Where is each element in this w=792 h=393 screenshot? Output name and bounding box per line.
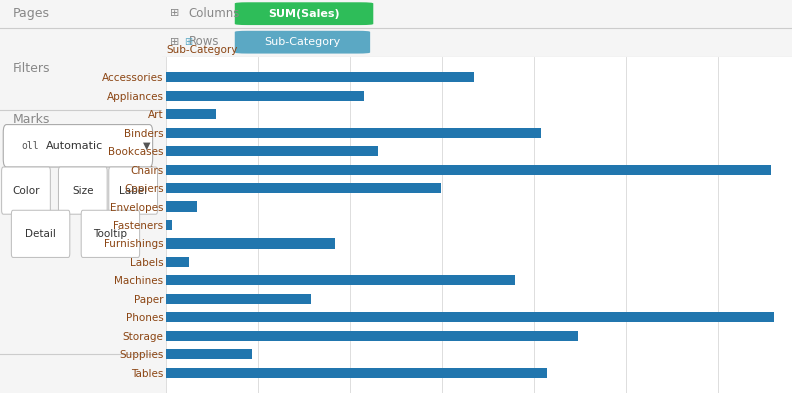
Text: Marks: Marks <box>13 113 51 127</box>
FancyBboxPatch shape <box>81 210 139 257</box>
Bar <box>166 183 441 193</box>
Text: Sub-Category: Sub-Category <box>264 37 341 47</box>
FancyBboxPatch shape <box>109 167 158 214</box>
FancyBboxPatch shape <box>2 167 51 214</box>
Text: Detail: Detail <box>25 229 56 239</box>
Text: Rows: Rows <box>188 35 219 48</box>
Bar <box>166 312 774 322</box>
Text: oll: oll <box>21 141 39 151</box>
Bar <box>166 257 189 267</box>
Text: Label: Label <box>119 185 147 196</box>
Bar <box>166 109 216 119</box>
FancyBboxPatch shape <box>59 167 107 214</box>
Text: ⊞: ⊞ <box>170 8 179 18</box>
FancyBboxPatch shape <box>3 125 153 167</box>
Text: Sub-Category: Sub-Category <box>166 45 238 55</box>
Text: Automatic: Automatic <box>45 141 103 151</box>
Bar <box>166 331 578 341</box>
Text: ▼: ▼ <box>143 141 150 151</box>
Bar <box>166 294 310 304</box>
Text: Color: Color <box>12 185 40 196</box>
Bar <box>166 146 378 156</box>
Text: Pages: Pages <box>13 7 50 20</box>
FancyBboxPatch shape <box>11 210 70 257</box>
FancyBboxPatch shape <box>234 2 373 25</box>
Bar <box>166 349 252 359</box>
Bar <box>166 367 547 378</box>
Text: ⊞: ⊞ <box>170 37 179 47</box>
Bar <box>166 165 771 175</box>
Text: ⊞: ⊞ <box>185 37 192 47</box>
Bar <box>166 128 541 138</box>
Text: Size: Size <box>72 185 93 196</box>
Bar <box>166 239 335 248</box>
Text: Filters: Filters <box>13 62 51 75</box>
Bar <box>166 220 172 230</box>
Bar <box>166 275 515 285</box>
Bar <box>166 202 196 211</box>
FancyBboxPatch shape <box>234 31 370 53</box>
Text: Columns: Columns <box>188 7 240 20</box>
Text: SUM(Sales): SUM(Sales) <box>268 9 340 19</box>
Bar <box>166 72 474 83</box>
Bar <box>166 91 364 101</box>
Text: Tooltip: Tooltip <box>93 229 128 239</box>
